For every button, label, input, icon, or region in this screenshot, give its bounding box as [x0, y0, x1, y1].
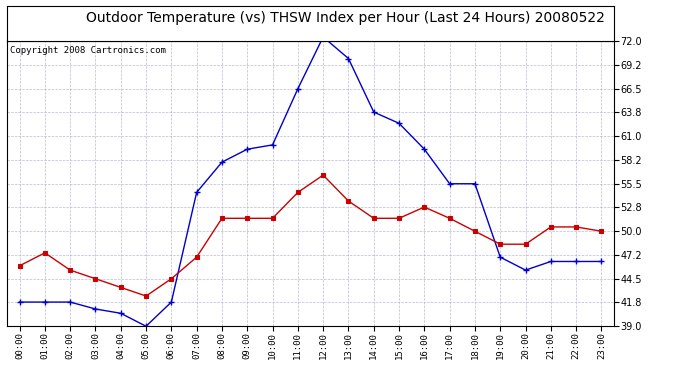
Text: Copyright 2008 Cartronics.com: Copyright 2008 Cartronics.com	[10, 45, 166, 54]
Text: Outdoor Temperature (vs) THSW Index per Hour (Last 24 Hours) 20080522: Outdoor Temperature (vs) THSW Index per …	[86, 11, 604, 25]
